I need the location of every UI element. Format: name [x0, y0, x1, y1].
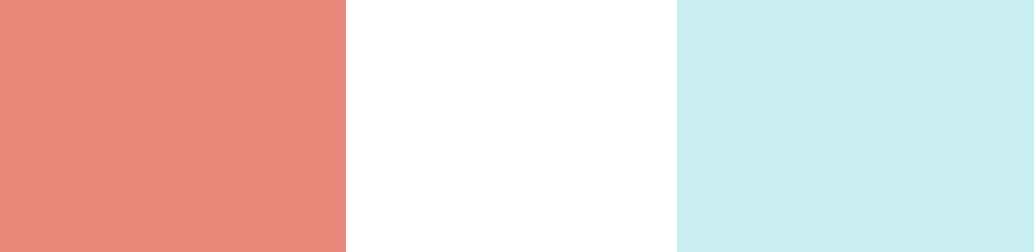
Bar — [580, 99, 594, 222]
Bar — [540, 50, 553, 222]
Bar — [404, 183, 418, 222]
Bar — [499, 75, 512, 222]
Y-axis label: nm: nm — [313, 114, 327, 123]
Text: 0.1 μm: 0.1 μm — [202, 211, 230, 217]
Bar — [621, 147, 634, 222]
Bar — [845, 207, 932, 220]
Text: 0.5μm: 0.5μm — [876, 211, 901, 217]
Bar — [47, 202, 82, 227]
Text: c: c — [725, 207, 733, 221]
Bar — [445, 56, 458, 222]
Bar — [553, 60, 567, 222]
Text: 8%: 8% — [670, 9, 682, 18]
Bar — [174, 207, 257, 222]
Text: 100%: 100% — [347, 9, 369, 18]
Text: b: b — [402, 38, 413, 52]
Bar — [708, 202, 751, 227]
X-axis label: μm: μm — [825, 242, 840, 251]
Bar — [567, 107, 580, 222]
Bar — [431, 85, 445, 222]
Bar — [608, 127, 620, 222]
Bar — [418, 125, 431, 222]
Text: a: a — [60, 207, 69, 221]
Bar — [377, 206, 391, 222]
Bar — [595, 123, 607, 222]
Bar — [473, 62, 485, 222]
Bar — [383, 26, 431, 65]
Bar — [648, 202, 661, 222]
Text: Average size 29.33 nm: Average size 29.33 nm — [112, 196, 226, 204]
Bar — [391, 206, 404, 222]
Text: nm: nm — [669, 245, 682, 252]
Bar — [513, 58, 526, 222]
Bar — [526, 20, 540, 222]
X-axis label: μm: μm — [151, 245, 164, 252]
Bar — [486, 58, 498, 222]
Bar — [635, 151, 647, 222]
Bar — [459, 54, 472, 222]
Y-axis label: nm: nm — [1000, 114, 1013, 123]
